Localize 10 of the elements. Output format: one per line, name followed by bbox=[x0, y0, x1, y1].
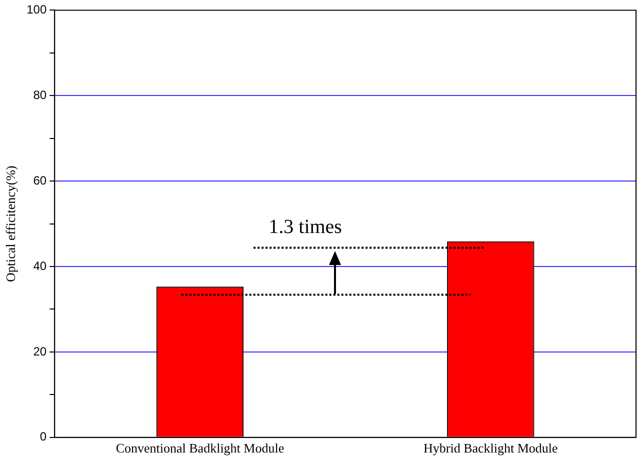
annotation: 1.3 times bbox=[268, 216, 342, 238]
x-tick-label: Hybrid Backlight Module bbox=[423, 440, 558, 456]
y-axis-title: Optical efficitency(%) bbox=[3, 166, 18, 282]
x-tick-label: Conventional Badklight Module bbox=[116, 440, 284, 456]
y-tick-label: 40 bbox=[33, 258, 47, 273]
y-tick-label: 60 bbox=[33, 173, 47, 188]
y-tick-label: 100 bbox=[26, 2, 47, 17]
y-tick-label: 0 bbox=[40, 430, 47, 444]
y-tick-label: 20 bbox=[33, 344, 47, 358]
y-tick-label: 80 bbox=[33, 88, 47, 102]
